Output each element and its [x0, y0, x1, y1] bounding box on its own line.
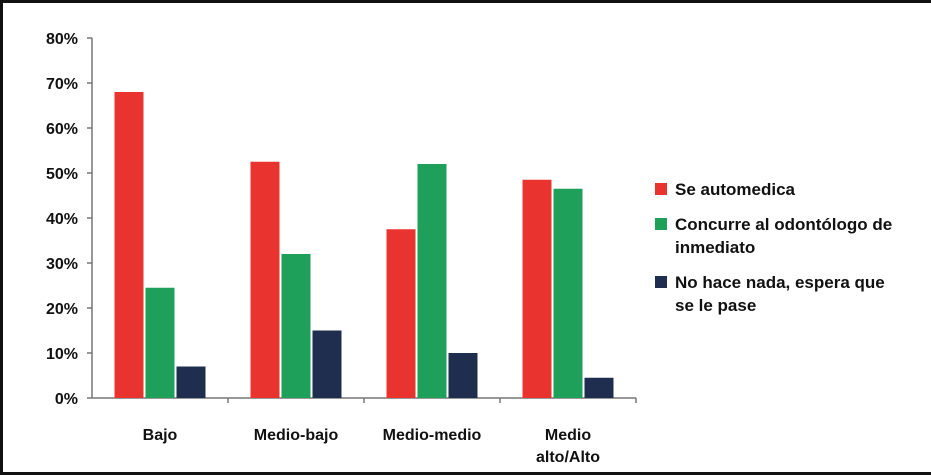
legend-item-concurre: Concurre al odontólogo de inmediato — [655, 213, 931, 259]
legend: Se automedica Concurre al odontólogo de … — [655, 178, 931, 329]
bar — [145, 287, 175, 398]
bar — [553, 188, 583, 398]
y-tick-label: 80% — [46, 31, 78, 48]
legend-swatch-green — [655, 218, 667, 230]
x-category-label: Medio-bajo — [254, 427, 339, 444]
y-tick-label: 10% — [46, 346, 78, 363]
x-category-label: Bajo — [143, 427, 178, 444]
y-tick-label: 60% — [46, 121, 78, 138]
y-tick-label: 40% — [46, 211, 78, 228]
bar — [584, 377, 614, 398]
bar — [176, 366, 206, 398]
legend-item-no-hace-nada: No hace nada, espera que se le pase — [655, 271, 931, 317]
y-tick-label: 50% — [46, 166, 78, 183]
legend-label: Se automedica — [675, 180, 795, 199]
legend-swatch-navy — [655, 276, 667, 288]
y-tick-label: 20% — [46, 301, 78, 318]
x-category-label: Medio-medio — [383, 427, 482, 444]
bar — [386, 229, 416, 398]
bar — [522, 179, 552, 398]
x-category-label: Medio alto/Alto — [536, 427, 600, 466]
y-tick-label: 70% — [46, 76, 78, 93]
bar — [281, 254, 311, 398]
legend-swatch-red — [655, 183, 667, 195]
bar — [448, 353, 478, 398]
y-tick-label: 30% — [46, 256, 78, 273]
legend-label: Concurre al odontólogo de inmediato — [675, 215, 893, 257]
legend-label: No hace nada, espera que se le pase — [675, 273, 885, 315]
legend-item-se-automedica: Se automedica — [655, 178, 931, 201]
bar — [114, 92, 144, 398]
bar — [312, 330, 342, 398]
y-tick-label: 0% — [55, 391, 78, 408]
bar — [417, 164, 447, 398]
bar — [250, 161, 280, 398]
